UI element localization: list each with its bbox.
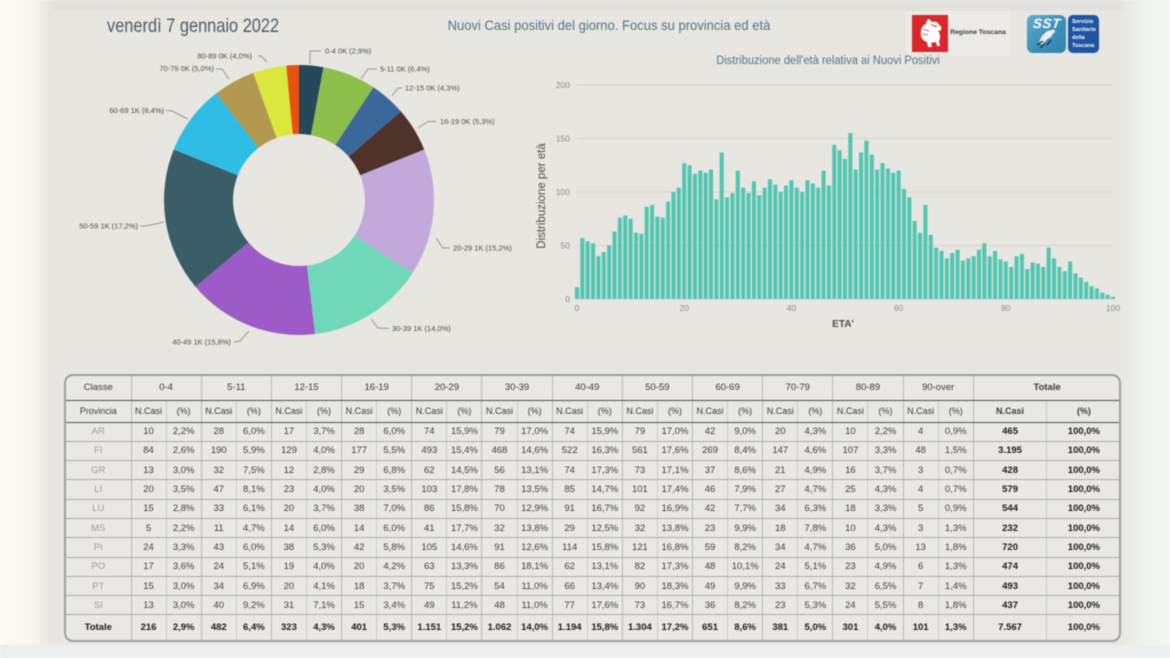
svg-text:0: 0 [565,294,570,304]
svg-text:200: 200 [556,80,570,90]
svg-text:100: 100 [556,187,570,197]
svg-text:50: 50 [561,241,571,251]
svg-text:16-19 0K (5,3%): 16-19 0K (5,3%) [440,117,495,126]
svg-text:0-4 0K (2,9%): 0-4 0K (2,9%) [325,47,372,56]
svg-text:0: 0 [575,303,580,313]
svg-text:12-15 0K (4,3%): 12-15 0K (4,3%) [405,84,460,93]
svg-text:60: 60 [894,303,904,313]
svg-text:70-79 0K (5,0%): 70-79 0K (5,0%) [159,64,214,73]
svg-text:150: 150 [556,134,570,144]
svg-text:100: 100 [1106,303,1120,313]
svg-text:20: 20 [679,303,689,313]
svg-text:ETA': ETA' [832,319,854,330]
svg-text:Distribuzione per età: Distribuzione per età [536,143,548,249]
svg-text:50-59 1K (17,2%): 50-59 1K (17,2%) [79,222,138,231]
svg-text:20-29 1K (15,2%): 20-29 1K (15,2%) [453,244,512,253]
svg-text:30-39 1K (14,0%): 30-39 1K (14,0%) [392,324,451,333]
svg-text:40-49 1K (15,8%): 40-49 1K (15,8%) [172,338,231,347]
svg-text:40: 40 [787,303,797,313]
svg-text:80-89 0K (4,0%): 80-89 0K (4,0%) [197,52,252,61]
svg-text:80: 80 [1001,303,1011,313]
svg-text:5-11 0K (6,4%): 5-11 0K (6,4%) [380,65,430,74]
svg-text:60-69 1K (8,4%): 60-69 1K (8,4%) [109,106,164,115]
